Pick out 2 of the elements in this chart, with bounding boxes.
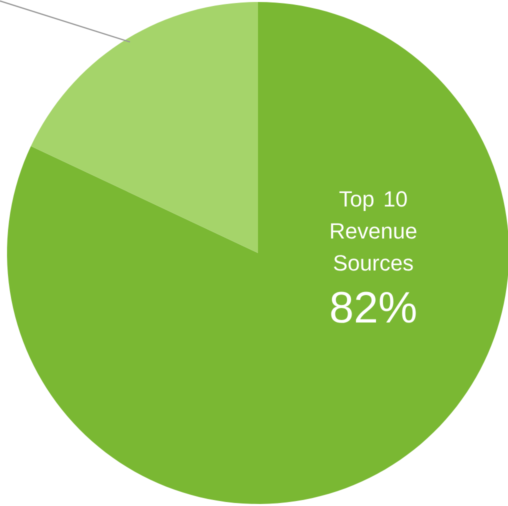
- data-label: 82%: [331, 292, 416, 323]
- slice-label: Top 10 Revenue Sources: [331, 191, 416, 271]
